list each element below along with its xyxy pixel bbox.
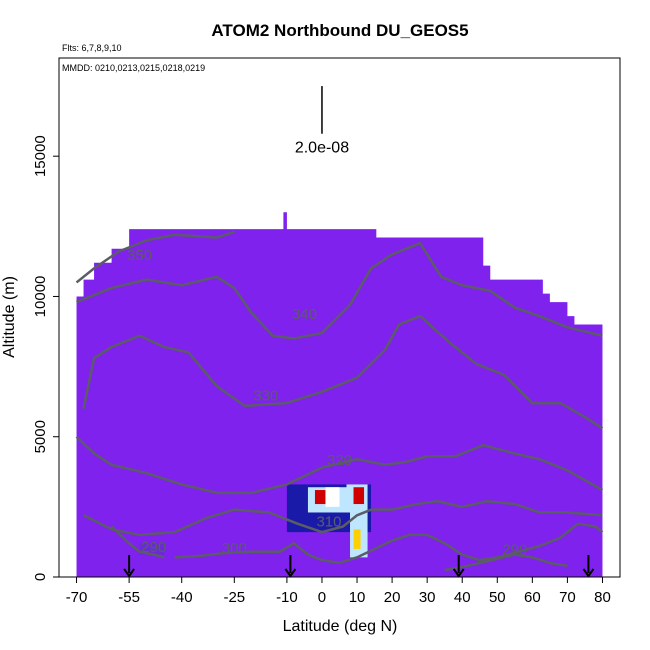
x-tick-label: -40 xyxy=(171,589,193,606)
dust-field-area xyxy=(76,212,603,577)
contour-line xyxy=(76,241,603,340)
dates-note: MMDD: 0210,0213,0215,0218,0219 xyxy=(62,63,205,73)
contour-label: 330 xyxy=(253,387,278,404)
x-tick-label: 70 xyxy=(559,589,576,606)
scale-bar: 2.0e-08 xyxy=(295,86,349,157)
hotspot-cell xyxy=(325,487,340,507)
contour-label: 310 xyxy=(316,514,341,531)
plot-area: 350 340 330 320 310 300 290 290 xyxy=(75,212,604,577)
flight-arrow-head xyxy=(123,568,135,578)
hotspot-cell xyxy=(353,529,361,549)
x-tick-label: 0 xyxy=(318,589,326,606)
x-tick-label: 20 xyxy=(384,589,401,606)
y-tick-label: 0 xyxy=(32,573,49,581)
x-tick-label: 40 xyxy=(454,589,471,606)
plot-frame xyxy=(58,57,621,578)
y-tick-label: 5000 xyxy=(32,420,49,453)
y-axis-label: Altitude (m) xyxy=(1,276,18,358)
flight-arrow-head xyxy=(284,568,297,578)
x-tick-label: -10 xyxy=(276,589,298,606)
x-tick-label: 50 xyxy=(489,589,506,606)
x-tick-label: 10 xyxy=(349,589,366,606)
x-tick-label: -70 xyxy=(66,589,88,606)
x-tick-label: -55 xyxy=(118,589,140,606)
contour-line xyxy=(444,553,568,572)
flights-note: Flts: 6,7,8,9,10 xyxy=(62,43,122,53)
contour-line xyxy=(75,230,235,284)
flight-arrow-head xyxy=(582,568,595,578)
y-tick-label: 10000 xyxy=(32,276,49,318)
contour-line xyxy=(75,435,604,495)
contour-label: 290 xyxy=(141,539,166,556)
contour-label: 350 xyxy=(127,247,152,264)
y-axis: 0 5000 10000 15000 xyxy=(32,135,59,581)
contour-label: 320 xyxy=(327,452,352,469)
scale-bar-label: 2.0e-08 xyxy=(295,140,349,157)
contour-label: 340 xyxy=(292,306,317,323)
hotspot-cell xyxy=(139,543,165,555)
x-tick-label: 60 xyxy=(524,589,541,606)
contour-label: 300 xyxy=(222,540,247,557)
x-axis: -70 -55 -40 -25 -10 0 10 20 30 40 50 60 70 80 xyxy=(66,577,611,606)
flight-arrow-head xyxy=(452,568,465,578)
contour-line xyxy=(110,525,165,559)
chart-title: ATOM2 Northbound DU_GEOS5 xyxy=(211,21,468,40)
x-tick-label: 30 xyxy=(419,589,436,606)
contour-line xyxy=(82,500,603,537)
contour-label: 290 xyxy=(502,542,527,559)
x-tick-label: 80 xyxy=(594,589,611,606)
x-tick-label: -25 xyxy=(223,589,245,606)
contour-line xyxy=(82,314,604,430)
flight-markers xyxy=(123,555,595,578)
hotspot-cell xyxy=(353,487,365,505)
y-tick-label: 15000 xyxy=(32,135,49,177)
theta-contours: 350 340 330 320 310 300 290 290 xyxy=(75,230,604,572)
x-axis-label: Latitude (deg N) xyxy=(283,618,398,635)
dust-hotspots xyxy=(139,484,372,558)
contour-line xyxy=(174,522,604,565)
hotspot-cell xyxy=(314,490,326,505)
